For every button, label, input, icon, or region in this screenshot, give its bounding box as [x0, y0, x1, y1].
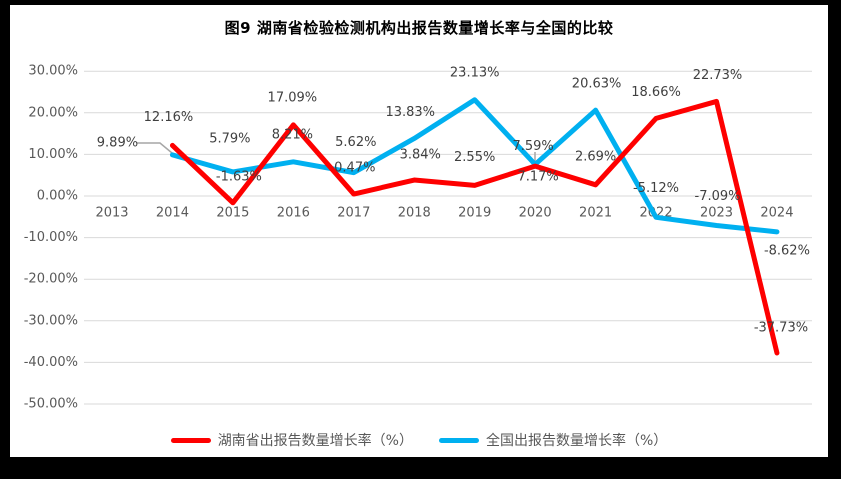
- y-tick-label: -50.00%: [24, 397, 78, 412]
- data-label-series-0: -37.73%: [754, 320, 808, 335]
- legend-label-hunan: 湖南省出报告数量增长率（%）: [217, 433, 413, 449]
- legend-item-hunan: 湖南省出报告数量增长率（%）: [170, 430, 413, 450]
- x-tick-label: 2024: [760, 206, 793, 221]
- data-label-series-0: 22.73%: [693, 68, 743, 83]
- y-tick-label: 30.00%: [28, 64, 78, 79]
- x-tick-label: 2021: [579, 206, 612, 221]
- data-label-series-0: 18.66%: [631, 85, 681, 100]
- data-label-series-0: 2.69%: [575, 149, 616, 164]
- legend-label-national: 全国出报告数量增长率（%）: [486, 433, 668, 449]
- x-tick-label: 2019: [458, 206, 491, 221]
- x-tick-label: 2014: [156, 206, 189, 221]
- x-tick-label: 2017: [337, 206, 370, 221]
- data-label-series-1: 13.83%: [385, 105, 435, 120]
- data-label-series-1: 23.13%: [450, 65, 500, 80]
- legend-swatch-blue-line: [439, 437, 479, 443]
- data-label-series-1: -7.09%: [695, 189, 741, 204]
- data-label-series-1: 8.21%: [272, 127, 313, 142]
- data-label-series-1: 20.63%: [572, 77, 622, 92]
- leader-line-9-89: [137, 142, 173, 154]
- legend-item-national: 全国出报告数量增长率（%）: [439, 430, 667, 450]
- y-tick-label: -30.00%: [24, 313, 78, 328]
- x-tick-label: 2023: [700, 206, 733, 221]
- data-label-series-1: 5.79%: [209, 131, 250, 146]
- chart-title: 图9 湖南省检验检测机构出报告数量增长率与全国的比较: [224, 19, 614, 37]
- data-label-series-0: 2.55%: [454, 150, 495, 165]
- x-tick-label: 2020: [519, 206, 552, 221]
- x-tick-label: 2016: [277, 206, 310, 221]
- y-tick-label: 20.00%: [28, 105, 78, 120]
- data-label-series-0: 3.84%: [400, 148, 441, 163]
- data-label-series-1: 7.59%: [512, 139, 553, 154]
- x-tick-label: 2018: [398, 206, 431, 221]
- data-label-series-1: 5.62%: [335, 135, 376, 150]
- data-label-series-1: -5.12%: [633, 181, 679, 196]
- y-tick-label: 10.00%: [28, 147, 78, 162]
- data-label-series-0: -1.63%: [216, 169, 262, 184]
- series-line-0: [169, 98, 780, 356]
- data-label-series-1: 9.89%: [97, 135, 138, 150]
- y-tick-label: 0.00%: [37, 189, 78, 204]
- data-label-series-0: 17.09%: [268, 90, 318, 105]
- chart-canvas: 图9 湖南省检验检测机构出报告数量增长率与全国的比较 30.00% 20.00% 1…: [10, 5, 828, 457]
- y-tick-label: -20.00%: [24, 272, 78, 287]
- chart-plot: 30.00% 20.00% 10.00% 0.00% -10.00% -20.00% -30…: [24, 64, 812, 412]
- x-tick-label: 2013: [95, 206, 128, 221]
- chart-legend: 湖南省出报告数量增长率（%） 全国出报告数量增长率（%）: [10, 430, 828, 450]
- x-tick-label: 2015: [216, 206, 249, 221]
- data-label-series-0: 12.16%: [144, 110, 194, 125]
- data-label-series-0: 0.47%: [334, 161, 375, 176]
- legend-swatch-red-line: [170, 437, 211, 443]
- series-line-1: [169, 97, 780, 235]
- data-label-series-0: 7.17%: [517, 170, 558, 185]
- data-label-series-1: -8.62%: [764, 243, 810, 258]
- y-tick-label: -40.00%: [24, 355, 78, 370]
- y-tick-label: -10.00%: [24, 230, 78, 245]
